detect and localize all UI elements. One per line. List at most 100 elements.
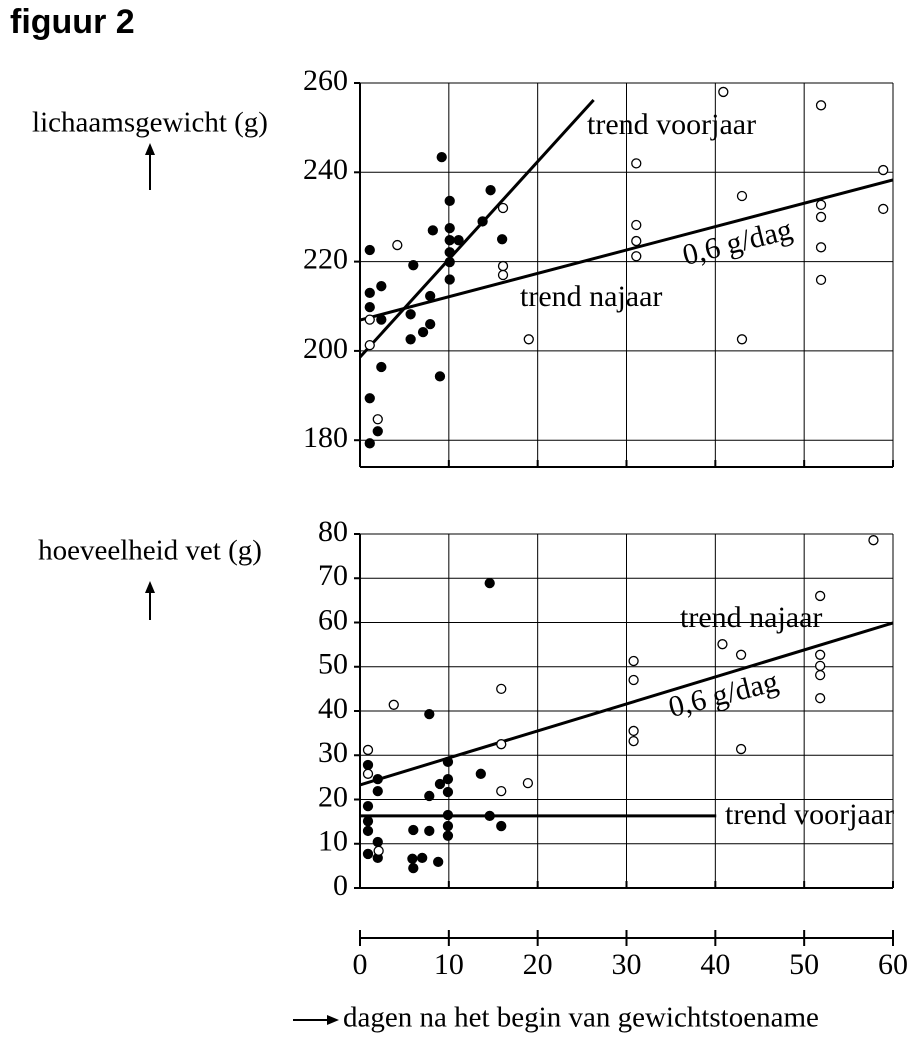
point — [497, 260, 509, 272]
point — [484, 810, 495, 822]
point — [417, 327, 429, 338]
point — [372, 785, 383, 797]
point — [442, 820, 454, 832]
point — [424, 790, 435, 802]
y-tick-label: 20 — [318, 780, 348, 813]
y-tick-label: 60 — [318, 603, 348, 636]
y-tick-label: 240 — [303, 153, 348, 186]
point — [815, 211, 827, 223]
point — [407, 853, 418, 864]
point — [434, 371, 446, 382]
point — [735, 743, 747, 755]
point — [444, 256, 455, 268]
point — [631, 235, 642, 247]
x-axis-label: dagen na het begin van gewichtstoename — [343, 1002, 819, 1034]
point — [496, 234, 508, 245]
point — [868, 535, 879, 546]
y-tick-label: 40 — [318, 692, 348, 725]
y-tick-label: 80 — [318, 515, 348, 548]
y-tick-label: 260 — [303, 64, 348, 97]
point — [444, 222, 455, 234]
point — [628, 735, 639, 747]
point — [364, 244, 375, 256]
x-tick-label: 40 — [700, 948, 730, 981]
point — [497, 269, 509, 281]
trend-line — [359, 178, 894, 322]
point — [717, 639, 728, 650]
point — [496, 785, 507, 797]
point — [815, 274, 827, 286]
point — [628, 725, 639, 737]
point — [475, 768, 486, 779]
point — [444, 247, 455, 258]
point — [815, 590, 826, 602]
point — [408, 862, 419, 874]
point — [523, 334, 534, 345]
point — [522, 777, 534, 789]
point — [364, 393, 375, 404]
point — [496, 820, 507, 832]
y-tick-label: 200 — [303, 332, 348, 365]
point — [718, 86, 729, 98]
trend-label: trend najaar — [680, 601, 822, 634]
point — [442, 809, 454, 821]
point — [436, 151, 447, 163]
point — [392, 239, 403, 251]
y-arrow-head — [145, 143, 155, 155]
point — [362, 848, 374, 860]
point — [815, 693, 826, 704]
trend-label: trend voorjaar — [587, 108, 756, 141]
point — [372, 426, 383, 437]
point — [362, 768, 374, 779]
point — [442, 756, 454, 768]
point — [408, 260, 419, 271]
point — [364, 438, 375, 449]
x-arrow-head — [327, 1015, 339, 1025]
point — [376, 281, 387, 292]
point — [376, 361, 387, 373]
point — [373, 845, 384, 856]
point — [417, 852, 428, 864]
point — [362, 744, 374, 756]
point — [496, 739, 507, 750]
point — [425, 318, 436, 330]
point — [364, 339, 375, 351]
point — [815, 670, 826, 681]
trend-label: trend voorjaar — [725, 798, 894, 831]
point — [425, 290, 436, 302]
point — [405, 334, 416, 345]
point — [372, 773, 383, 785]
point — [815, 660, 826, 672]
point — [444, 235, 455, 246]
point — [628, 674, 639, 686]
y-axis-label: lichaamsgewicht (g) — [32, 107, 268, 139]
y-tick-label: 10 — [318, 825, 348, 858]
point — [815, 649, 826, 660]
point — [372, 836, 383, 848]
point — [496, 683, 507, 695]
point — [815, 199, 827, 211]
point — [736, 334, 748, 345]
point — [362, 759, 374, 771]
point — [362, 816, 374, 827]
x-tick-label: 50 — [789, 948, 819, 981]
point — [434, 778, 446, 790]
point — [364, 287, 375, 299]
y-tick-label: 180 — [303, 421, 348, 454]
point — [878, 164, 889, 176]
point — [453, 235, 464, 246]
point — [444, 195, 455, 207]
point — [372, 414, 383, 425]
point — [362, 825, 374, 837]
point — [388, 699, 399, 710]
point — [485, 185, 496, 196]
y-axis-label: hoeveelheid vet (g) — [38, 535, 262, 567]
y-arrow-head — [145, 581, 155, 593]
figure-title: figuur 2 — [10, 3, 135, 41]
point — [424, 825, 435, 837]
point — [364, 301, 375, 313]
point — [405, 309, 416, 320]
point — [364, 314, 375, 325]
y-tick-label: 220 — [303, 242, 348, 275]
